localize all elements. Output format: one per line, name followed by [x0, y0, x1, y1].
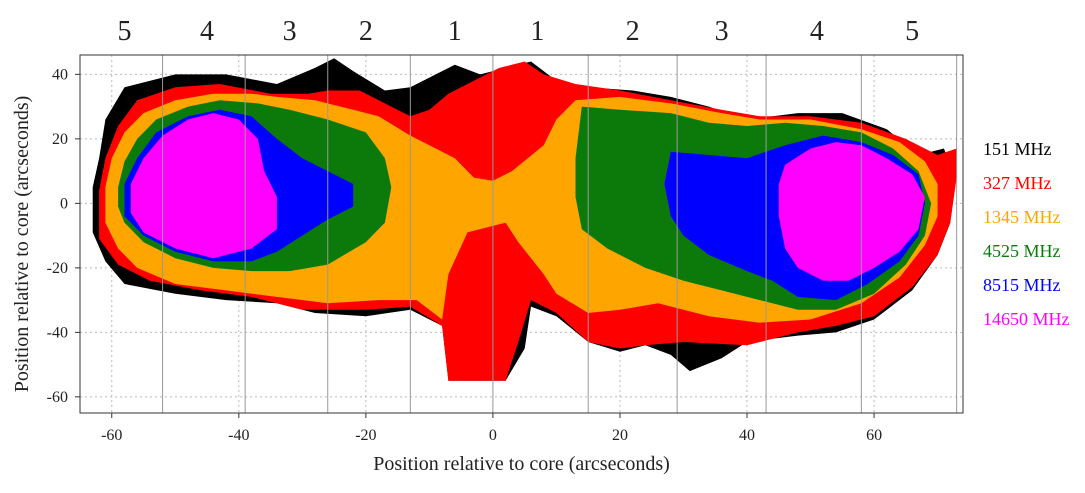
legend-entry: 14650 MHz: [983, 309, 1070, 329]
contour-14650-mhz-east: [778, 142, 925, 281]
x-tick-label: 60: [866, 427, 882, 444]
y-axis-ticks: 40 20 0 -20 -40 -60: [47, 66, 80, 406]
x-tick-label: -60: [101, 427, 122, 444]
x-axis-title: Position relative to core (arcseconds): [373, 453, 670, 475]
x-tick-label: 0: [489, 427, 497, 444]
region-label: 4: [200, 16, 214, 47]
legend-entry: 4525 MHz: [983, 241, 1061, 261]
region-label: 5: [117, 16, 131, 47]
x-axis-ticks: -60 -40 -20 0 20 40 60: [101, 413, 882, 444]
legend-entry: 8515 MHz: [983, 275, 1061, 295]
x-tick-label: 20: [612, 427, 628, 444]
region-boundaries: [162, 55, 958, 413]
region-label: 1: [448, 16, 462, 47]
y-tick-label: -20: [47, 260, 68, 277]
plot-frame: [79, 54, 964, 414]
region-label: 1: [530, 16, 544, 47]
region-label: 3: [715, 16, 729, 47]
region-label: 5: [905, 16, 919, 47]
legend-entry: 327 MHz: [983, 173, 1052, 193]
region-label: 4: [810, 16, 824, 47]
region-labels: 5 4 3 2 1 1 2 3 4 5: [117, 16, 919, 47]
y-tick-label: 0: [60, 195, 68, 212]
contour-14650-mhz: [130, 113, 277, 259]
x-tick-label: -20: [355, 427, 376, 444]
plot-area: [79, 54, 964, 414]
x-tick-label: 40: [739, 427, 755, 444]
region-label: 2: [359, 16, 373, 47]
legend: 151 MHz 327 MHz 1345 MHz 4525 MHz 8515 MHz 14…: [983, 139, 1070, 329]
y-axis-title: Position relative to core (arcseconds): [11, 96, 33, 393]
x-tick-label: -40: [228, 427, 249, 444]
region-label: 2: [626, 16, 640, 47]
region-label: 3: [283, 16, 297, 47]
frequency-contours: [92, 58, 957, 381]
legend-entry: 1345 MHz: [983, 207, 1061, 227]
y-tick-label: 20: [52, 131, 68, 148]
legend-entry: 151 MHz: [983, 139, 1052, 159]
y-tick-label: -40: [47, 324, 68, 341]
y-tick-label: 40: [52, 66, 68, 83]
y-tick-label: -60: [47, 389, 68, 406]
